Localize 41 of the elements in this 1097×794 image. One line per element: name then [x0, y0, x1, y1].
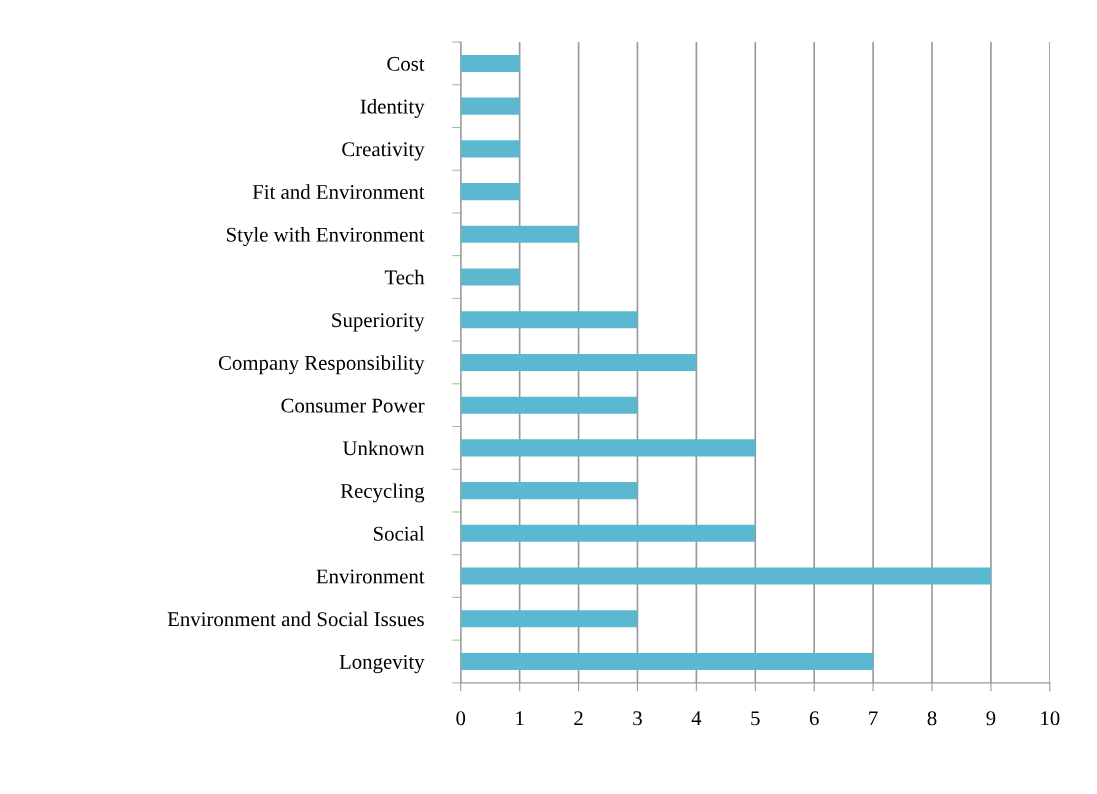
y-tick-label: Company Responsibility: [218, 355, 425, 375]
x-tick-label: 6: [809, 711, 819, 726]
x-tick-label: 1: [516, 711, 524, 726]
y-tick-label: Cost: [387, 56, 425, 71]
y-tick-label: Environment and Social Issues: [167, 611, 424, 627]
bar: [460, 396, 638, 414]
bar: [460, 567, 991, 585]
y-tick-label: Style with Environment: [226, 227, 425, 247]
x-tick-label: 2: [574, 711, 583, 726]
y-tick-label: Identity: [360, 98, 425, 118]
bar: [460, 311, 638, 329]
y-tick-label: Unknown: [342, 440, 425, 456]
x-tick-label: 0: [456, 711, 466, 726]
y-tick-label: Recycling: [340, 483, 425, 503]
bar: [460, 439, 756, 457]
y-tick-label: Social: [373, 526, 425, 541]
bar: [460, 268, 520, 286]
x-tick-label: 10: [1041, 711, 1060, 726]
bar: [460, 225, 579, 243]
y-tick-label: Longevity: [339, 654, 425, 674]
y-tick-label: Consumer Power: [281, 398, 425, 413]
y-tick-label: Environment: [316, 569, 425, 584]
x-tick-label: 5: [751, 711, 760, 726]
y-tick-label: Fit and Environment: [252, 184, 425, 200]
y-tick-label: Creativity: [342, 142, 425, 161]
bar: [460, 97, 520, 115]
bar: [460, 353, 697, 371]
bar: [460, 183, 520, 201]
x-tick-label: 8: [927, 711, 937, 726]
bar: [460, 524, 756, 542]
bar: [460, 652, 874, 671]
x-tick-label: 7: [869, 711, 878, 726]
x-tick-label: 3: [633, 711, 642, 726]
x-tick-label: 4: [691, 711, 702, 726]
y-tick-label: Superiority: [332, 313, 425, 332]
bar: [460, 482, 638, 500]
y-tick-label: Tech: [384, 269, 425, 285]
bar: [460, 54, 520, 72]
x-tick-label: 9: [986, 711, 996, 726]
bar: [460, 140, 520, 158]
bar: [460, 610, 638, 628]
